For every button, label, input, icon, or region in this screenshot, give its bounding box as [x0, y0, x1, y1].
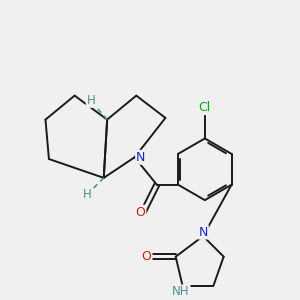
Text: H: H — [83, 188, 92, 202]
Text: O: O — [142, 250, 152, 263]
Text: N: N — [136, 151, 146, 164]
Text: NH: NH — [172, 286, 190, 298]
Text: O: O — [136, 206, 145, 219]
Text: H: H — [87, 94, 95, 107]
Text: N: N — [198, 226, 208, 238]
Text: Cl: Cl — [199, 101, 211, 114]
